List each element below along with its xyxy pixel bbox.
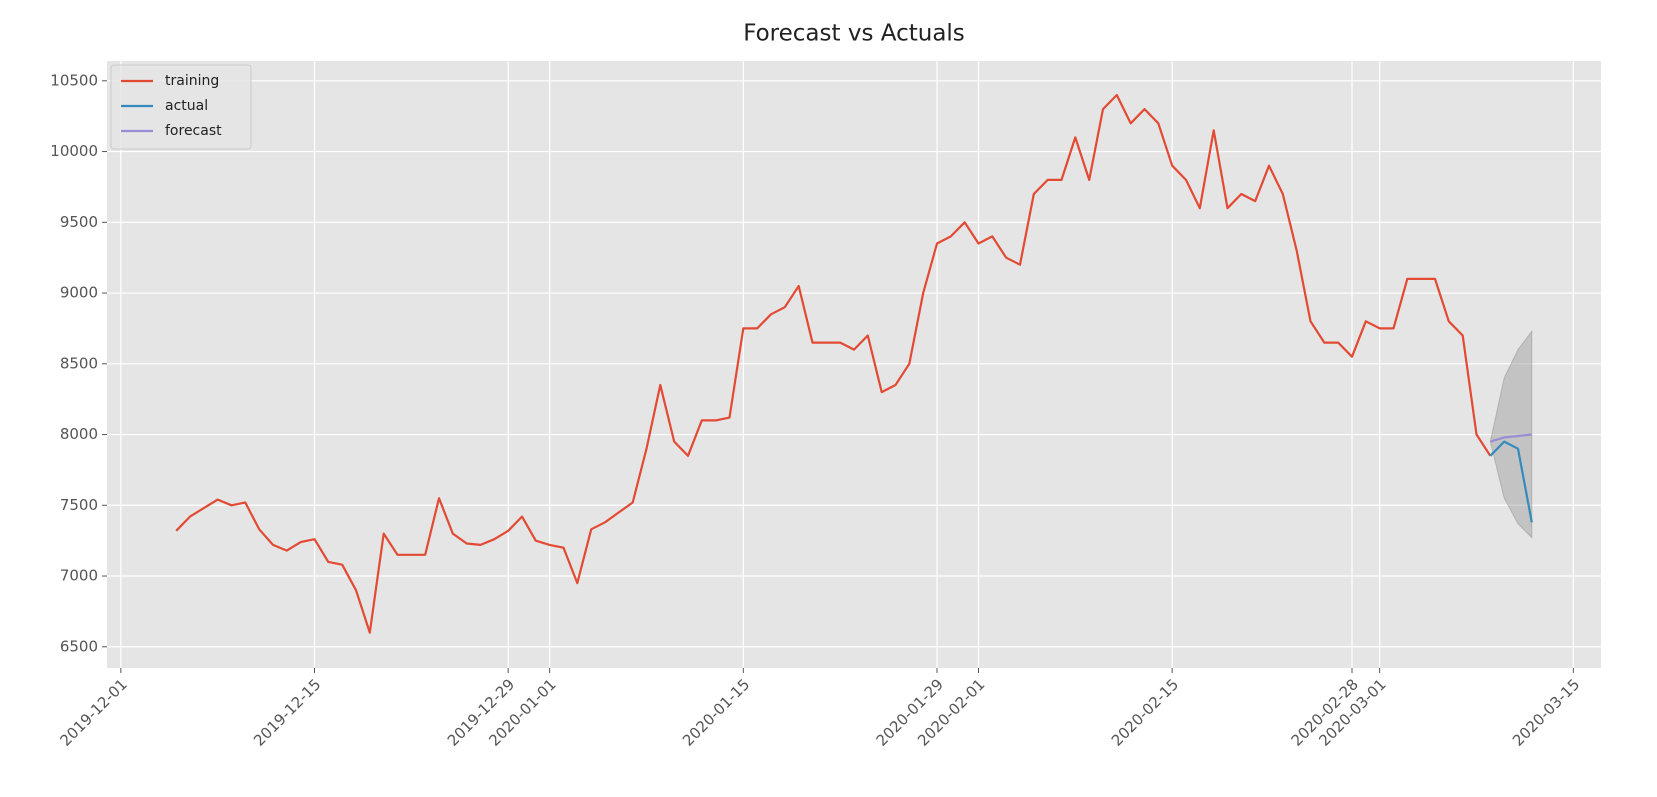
- y-tick-label: 9500: [60, 213, 98, 231]
- y-tick-label: 10000: [50, 142, 98, 160]
- legend-label: forecast: [165, 123, 222, 139]
- legend-box: [110, 64, 252, 150]
- x-tick-label: 2020-03-15: [1509, 675, 1583, 749]
- y-tick-label: 10500: [50, 71, 98, 89]
- y-tick-label: 7000: [60, 567, 98, 585]
- legend-label: actual: [165, 98, 208, 114]
- x-tick-label: 2020-02-15: [1108, 675, 1182, 749]
- x-tick-label: 2020-01-15: [679, 675, 753, 749]
- series-line: [1489, 433, 1532, 443]
- y-tick-label: 8500: [60, 354, 98, 372]
- y-tick-label: 9000: [60, 284, 98, 302]
- y-tick-label: 6500: [60, 637, 98, 655]
- chart-title: Forecast vs Actuals: [743, 21, 965, 47]
- x-tick-label: 2019-12-01: [56, 675, 130, 749]
- series-line: [175, 93, 1492, 634]
- legend-label: training: [165, 73, 219, 89]
- x-tick-label: 2019-12-15: [250, 675, 324, 749]
- y-tick-label: 7500: [60, 496, 98, 514]
- y-tick-label: 8000: [60, 425, 98, 443]
- series-line: [1489, 440, 1533, 523]
